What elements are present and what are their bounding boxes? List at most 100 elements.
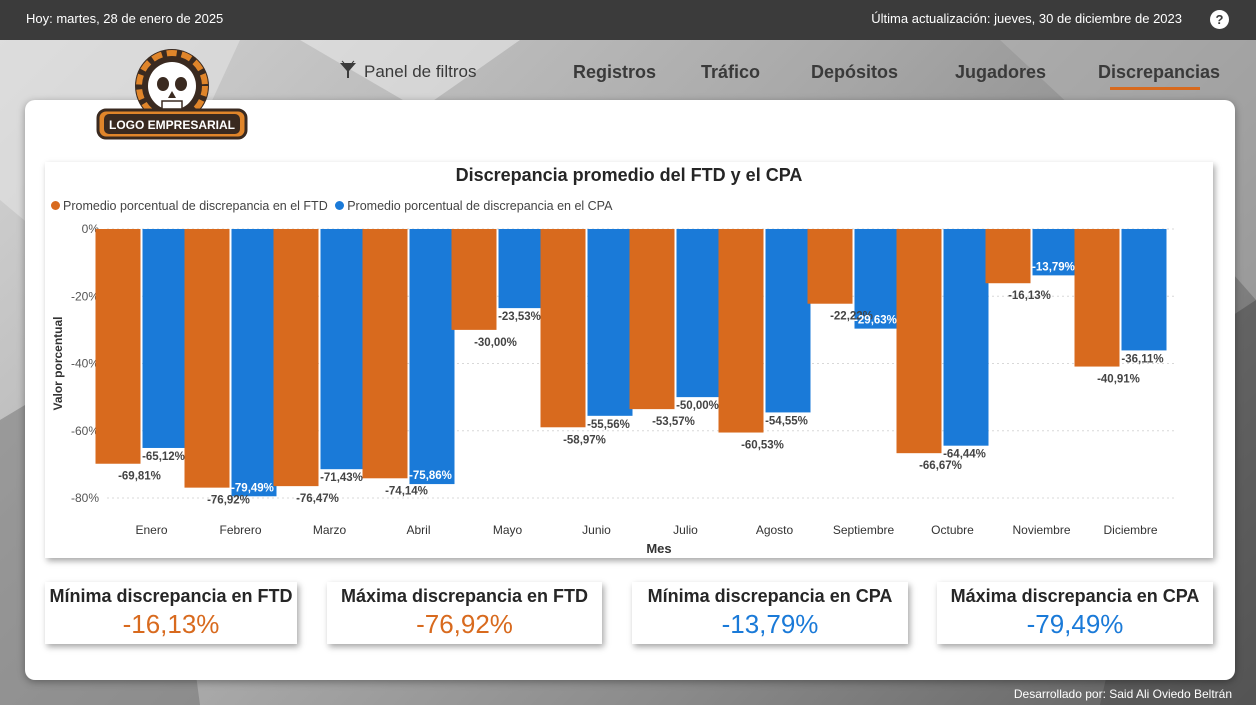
chart-container: Discrepancia promedio del FTD y el CPA P… (45, 162, 1213, 558)
chart-legend: Promedio porcentual de discrepancia en e… (51, 199, 616, 213)
x-tick-label: Enero (135, 523, 167, 537)
bar-ftd (985, 229, 1031, 284)
bar-cpa (498, 229, 544, 309)
data-label-cpa: -13,79% (1032, 261, 1075, 273)
bar-cpa (587, 229, 633, 416)
data-label-cpa: -75,86% (409, 470, 452, 482)
bar-cpa (142, 229, 188, 448)
y-axis-title: Valor porcentual (51, 316, 65, 410)
active-tab-indicator (1110, 87, 1200, 90)
data-label-cpa: -64,44% (943, 449, 986, 461)
x-tick-label: Marzo (313, 523, 347, 537)
data-label-ftd: -69,81% (118, 471, 161, 483)
x-tick-label: Abril (406, 523, 430, 537)
bar-ftd (807, 229, 853, 304)
footer-credit: Desarrollado por: Said Ali Oviedo Beltrá… (1013, 687, 1232, 701)
bar-ftd (362, 229, 408, 479)
x-axis-title: Mes (646, 541, 671, 556)
data-label-ftd: -60,53% (741, 440, 784, 452)
bar-cpa (1032, 229, 1078, 276)
kpi-title: Mínima discrepancia en FTD (49, 586, 293, 606)
data-label-cpa: -55,56% (587, 419, 630, 431)
funnel-icon (338, 60, 358, 85)
kpi-max-cpa: Máxima discrepancia en CPA -79,49% (937, 582, 1213, 644)
legend-item-cpa[interactable]: Promedio porcentual de discrepancia en e… (335, 199, 612, 213)
bar-cpa (320, 229, 366, 470)
legend-dot-ftd (51, 201, 60, 210)
legend-label-cpa: Promedio porcentual de discrepancia en e… (347, 199, 613, 213)
bar-cpa (676, 229, 722, 398)
kpi-min-cpa: Mínima discrepancia en CPA -13,79% (632, 582, 908, 644)
data-label-ftd: -30,00% (474, 337, 517, 349)
tab-depositos[interactable]: Depósitos (811, 62, 899, 82)
data-label-ftd: -66,67% (919, 460, 962, 472)
kpi-title: Máxima discrepancia en CPA (950, 586, 1200, 606)
bar-cpa (854, 229, 900, 329)
tab-trafico[interactable]: Tráfico (701, 62, 761, 82)
tab-discrepancias[interactable]: Discrepancias (1098, 62, 1221, 82)
bar-ftd (95, 229, 141, 464)
y-tick-label: -20% (71, 289, 99, 303)
y-tick-label: -60% (71, 424, 99, 438)
skull-logo-icon: LOGO EMPRESARIAL (96, 49, 248, 140)
data-label-cpa: -71,43% (320, 472, 363, 484)
data-label-cpa: -65,12% (142, 451, 185, 463)
kpi-value: -16,13% (122, 609, 220, 639)
kpi-value: -76,92% (416, 609, 513, 639)
bar-cpa (231, 229, 277, 497)
top-bar: Hoy: martes, 28 de enero de 2025 Última … (0, 0, 1256, 40)
tab-registros[interactable]: Registros (573, 62, 657, 82)
x-tick-label: Agosto (756, 523, 794, 537)
x-tick-label: Mayo (493, 523, 523, 537)
y-tick-label: -40% (71, 357, 99, 371)
bar-cpa (409, 229, 455, 485)
bar-ftd (273, 229, 319, 487)
svg-text:LOGO EMPRESARIAL: LOGO EMPRESARIAL (109, 118, 235, 132)
legend-item-ftd[interactable]: Promedio porcentual de discrepancia en e… (51, 199, 328, 213)
data-label-ftd: -40,91% (1097, 374, 1140, 386)
data-label-ftd: -53,57% (652, 416, 695, 428)
y-tick-label: 0% (82, 222, 100, 236)
bar-ftd (184, 229, 230, 488)
bar-ftd (451, 229, 497, 330)
data-label-cpa: -23,53% (498, 311, 541, 323)
x-tick-label: Febrero (219, 523, 261, 537)
bar-cpa (765, 229, 811, 413)
legend-label-ftd: Promedio porcentual de discrepancia en e… (63, 199, 328, 213)
bar-ftd (1074, 229, 1120, 367)
x-tick-label: Junio (582, 523, 611, 537)
kpi-value: -13,79% (721, 609, 819, 639)
tab-jugadores[interactable]: Jugadores (955, 62, 1047, 82)
data-label-cpa: -79,49% (231, 482, 274, 494)
data-label-cpa: -50,00% (676, 400, 719, 412)
data-label-ftd: -16,13% (1008, 290, 1051, 302)
bar-chart: 0% -20% -40% -60% -80% Valor porcentual Mes -69… (51, 222, 1175, 556)
data-label-ftd: -76,47% (296, 493, 339, 505)
data-label-ftd: -76,92% (207, 495, 250, 507)
x-tick-label: Diciembre (1103, 523, 1157, 537)
x-tick-label: Noviembre (1012, 523, 1070, 537)
help-icon[interactable]: ? (1210, 10, 1229, 29)
chart-title: Discrepancia promedio del FTD y el CPA (455, 165, 803, 185)
data-label-cpa: -54,55% (765, 415, 808, 427)
company-logo: LOGO EMPRESARIAL (96, 46, 248, 142)
x-tick-label: Septiembre (833, 523, 895, 537)
last-update-date: Última actualización: jueves, 30 de dici… (871, 11, 1182, 26)
data-label-cpa: -36,11% (1121, 353, 1163, 365)
kpi-title: Mínima discrepancia en CPA (647, 586, 893, 606)
data-label-ftd: -74,14% (385, 485, 428, 497)
bar-cpa (943, 229, 989, 446)
data-label-ftd: -22,22% (830, 311, 873, 323)
bar-ftd (896, 229, 942, 454)
bar-ftd (629, 229, 675, 410)
bar-cpa (1121, 229, 1167, 351)
filters-panel-button[interactable]: Panel de filtros (338, 60, 476, 85)
y-tick-label: -80% (71, 491, 99, 505)
filters-label: Panel de filtros (364, 62, 477, 81)
data-label-ftd: -58,97% (563, 434, 606, 446)
kpi-title: Máxima discrepancia en FTD (340, 586, 589, 606)
today-date: Hoy: martes, 28 de enero de 2025 (26, 11, 224, 26)
kpi-max-ftd: Máxima discrepancia en FTD -76,92% (327, 582, 602, 644)
data-label-cpa: -29,63% (854, 315, 897, 327)
legend-dot-cpa (335, 201, 345, 210)
